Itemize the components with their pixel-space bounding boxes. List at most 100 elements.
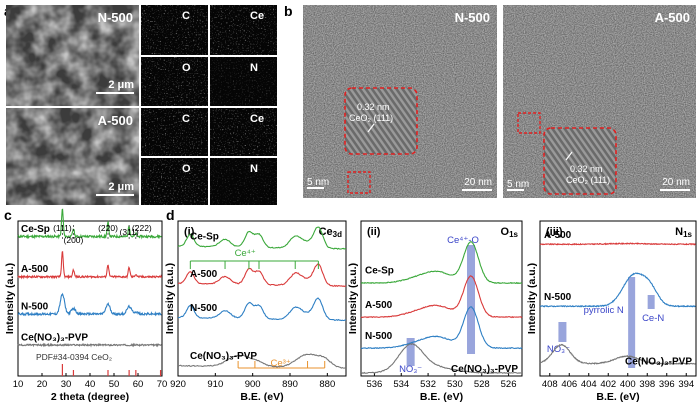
plot-frame [360, 220, 523, 377]
xps-o-series-line [361, 343, 523, 374]
xrd-series-line [17, 208, 162, 240]
panel-label-d: d [166, 207, 175, 223]
peak-label: (111) [53, 223, 72, 233]
eds-map-n-signal [210, 158, 277, 205]
tem-label-a500: A-500 [655, 10, 690, 25]
ce4-label: Ce⁴⁺ [235, 248, 256, 259]
sem-scale-a500: 2 μm [108, 181, 134, 193]
eds-label-n: N [250, 62, 258, 74]
x-tick-label: 70 [157, 379, 168, 390]
tem-image-n500: N-500 0.32 nm CeO₂ (111) 5 nm 20 nm [303, 5, 497, 198]
subpanel-label: (iii) [546, 226, 563, 238]
series-label: N-500 [544, 292, 572, 303]
x-tick-label: 400 [620, 379, 636, 390]
x-tick-label: 526 [501, 379, 517, 390]
x-tick-label: 536 [366, 379, 382, 390]
eds-map-o-signal [141, 57, 208, 106]
region-label: O1s [501, 226, 519, 239]
tem-fringe-marker [565, 151, 573, 161]
eds-map-c-signal [141, 108, 208, 156]
tem-selection-box [347, 171, 371, 194]
subpanel-label: (ii) [367, 226, 381, 238]
tem-plane: CeO₂ (111) [566, 175, 610, 185]
sem-image-n500: N-500 2 μm [6, 5, 139, 106]
eds-label-ce: Ce [250, 10, 264, 22]
sem-scale-n500: 2 μm [108, 79, 134, 91]
x-tick-label: 50 [109, 379, 120, 390]
band-label: NO₃⁻ [399, 364, 422, 375]
x-tick-label: 396 [659, 379, 675, 390]
x-tick-label: 528 [474, 379, 490, 390]
eds-label-n: N [250, 163, 258, 175]
eds-label-o: O [182, 163, 191, 175]
eds-maps-a500: C Ce O N [141, 108, 277, 205]
series-label: A-500 [190, 269, 218, 280]
x-tick-label: 404 [581, 379, 597, 390]
panel-label-c: c [4, 207, 12, 223]
x-tick-label: 394 [678, 379, 694, 390]
band-pyrrolic-n [628, 277, 636, 368]
eds-map-ce-signal [210, 5, 277, 55]
series-label: Ce-Sp [190, 232, 219, 243]
x-tick-label: 402 [600, 379, 616, 390]
tem-image-a500: A-500 0.32 nm CeO₂ (111) 5 nm 20 nm [503, 5, 696, 198]
eds-map-ce-signal [210, 108, 277, 156]
band-no3 [406, 338, 415, 366]
y-axis-label: Intensity (a.u.) [4, 263, 16, 334]
tem-scale-small: 5 nm [507, 179, 529, 190]
peak-label: (220) [98, 223, 118, 233]
series-label: A-500 [365, 300, 393, 311]
x-tick-label: 30 [61, 379, 72, 390]
x-tick-label: 40 [85, 379, 96, 390]
eds-map-n-signal [210, 57, 277, 106]
x-tick-label: 532 [420, 379, 436, 390]
series-label: Ce-Sp [21, 224, 50, 235]
sem-label-n500: N-500 [98, 10, 133, 25]
xrd-series-line [17, 250, 163, 280]
xps-n-series-line [539, 242, 696, 246]
series-label: A-500 [21, 264, 49, 275]
xps-o-series-line [360, 275, 523, 319]
xps-ce-series-line [177, 226, 346, 250]
y-axis-label: Intensity (a.u.) [526, 263, 538, 334]
eds-label-c: C [182, 113, 190, 125]
series-label: A-500 [544, 230, 572, 241]
eds-map-o-signal [141, 158, 208, 205]
sem-label-a500: A-500 [98, 113, 133, 128]
xps-n1s-chart: 408 406 404 402 400 398 396 394 B.E. (eV) Intensi… [526, 220, 697, 403]
xrd-series-line [17, 342, 162, 348]
plot-frame [539, 220, 697, 377]
xps-n-series-line [539, 272, 696, 308]
xps-o-series-line [360, 306, 523, 350]
tem-selection-box [517, 112, 541, 134]
sem-image-a500: A-500 2 μm [6, 108, 139, 205]
tem-fringe-marker [367, 123, 375, 133]
band-no3 [558, 322, 567, 342]
xrd-series-line [17, 292, 162, 317]
band-ce4-o [467, 245, 476, 354]
peak-label: (200) [64, 235, 84, 245]
region-label: N1s [675, 226, 692, 239]
series-label: Ce(NO₃)₃-PVP [625, 356, 692, 367]
series-label: Ce(NO₃)₃-PVP [21, 332, 88, 343]
plot-frame [177, 220, 347, 377]
xps-o1s-chart: 536 534 532 530 528 526 B.E. (eV) Intensity (a.… [347, 220, 523, 403]
xps-ce-series-line [177, 353, 347, 369]
tem-inset-hrtem [344, 87, 418, 155]
tem-label-n500: N-500 [455, 10, 490, 25]
subpanel-label: (i) [184, 226, 195, 238]
ce3-label: Ce³⁺ [271, 358, 291, 369]
band-label: NO₃⁻ [547, 344, 570, 355]
panel-label-b: b [284, 3, 293, 19]
x-tick-label: 910 [207, 379, 223, 390]
x-tick-label: 530 [447, 379, 463, 390]
tem-spacing: 0.32 nm [357, 102, 390, 112]
eds-label-c: C [182, 10, 190, 22]
x-axis-label: B.E. (eV) [420, 391, 463, 403]
band-label: pyrrolic N [584, 305, 624, 316]
tem-plane: CeO₂ (111) [349, 113, 393, 123]
eds-label-o: O [182, 62, 191, 74]
peak-label: (222) [132, 223, 152, 233]
tem-scale-large: 20 nm [662, 177, 690, 188]
tem-spacing: 0.32 nm [570, 164, 603, 174]
